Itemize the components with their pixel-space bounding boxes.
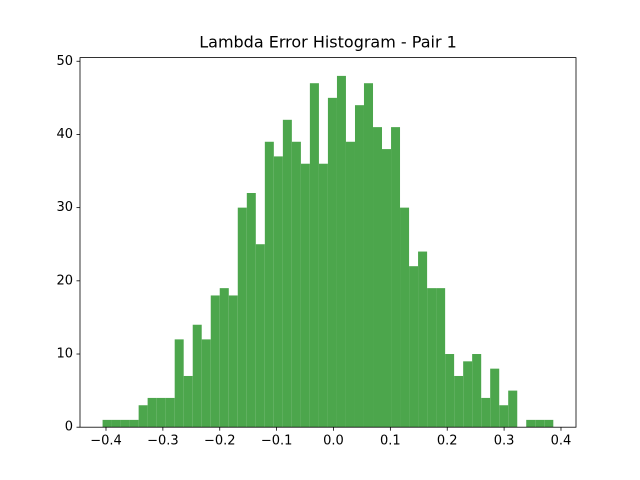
x-tick-label: 0.1 [380, 434, 401, 449]
bar [327, 97, 337, 428]
bar [246, 192, 256, 428]
x-tick-label: −0.4 [90, 434, 122, 449]
chart-title: Lambda Error Histogram - Pair 1 [199, 33, 457, 52]
bar [526, 419, 536, 428]
bar [309, 83, 319, 428]
bar [544, 419, 554, 428]
bar [382, 149, 392, 428]
bar [255, 244, 265, 428]
bar [165, 397, 175, 428]
bar [391, 127, 401, 428]
bar [318, 163, 328, 428]
bar [201, 339, 211, 428]
bar [264, 141, 274, 428]
x-tick-label: −0.3 [147, 434, 179, 449]
bar [192, 324, 202, 428]
bar [174, 339, 184, 428]
y-tick-label: 50 [56, 54, 73, 69]
bar [291, 141, 301, 428]
bar [219, 288, 229, 428]
bar [535, 419, 545, 428]
bar [499, 405, 509, 428]
bar [120, 419, 130, 428]
y-tick-label: 20 [56, 273, 73, 288]
bar [300, 163, 310, 428]
bar [436, 288, 446, 428]
bar [373, 127, 383, 428]
x-tick-label: 0.0 [323, 434, 344, 449]
bar [183, 375, 193, 428]
bar [454, 375, 464, 428]
bar [228, 295, 238, 428]
bar [490, 368, 500, 428]
bar [463, 361, 473, 428]
bar [472, 354, 482, 428]
bar [138, 405, 148, 428]
bar [400, 207, 410, 428]
x-tick-label: 0.2 [437, 434, 458, 449]
bar [111, 419, 121, 428]
bar [147, 397, 157, 428]
y-tick-label: 0 [65, 420, 73, 435]
bar [156, 397, 166, 428]
bar [129, 419, 139, 428]
bar [418, 251, 428, 428]
y-tick-label: 40 [56, 127, 73, 142]
bar [508, 390, 518, 428]
bar [273, 156, 283, 428]
x-tick-label: −0.1 [261, 434, 293, 449]
x-tick-label: −0.2 [204, 434, 236, 449]
bar [409, 266, 419, 428]
bar [354, 105, 364, 428]
bar [345, 141, 355, 428]
x-tick-label: 0.4 [551, 434, 572, 449]
bar [427, 288, 437, 428]
bar [445, 354, 455, 428]
bar [282, 119, 292, 428]
bar [481, 397, 491, 428]
axes-frame [79, 57, 577, 428]
bar [363, 83, 374, 428]
bar [102, 419, 112, 428]
bar [210, 295, 220, 428]
y-tick-label: 10 [56, 347, 73, 362]
bar [336, 75, 346, 428]
y-tick-label: 30 [56, 200, 73, 215]
bar [237, 207, 247, 428]
x-tick-label: 0.3 [494, 434, 515, 449]
